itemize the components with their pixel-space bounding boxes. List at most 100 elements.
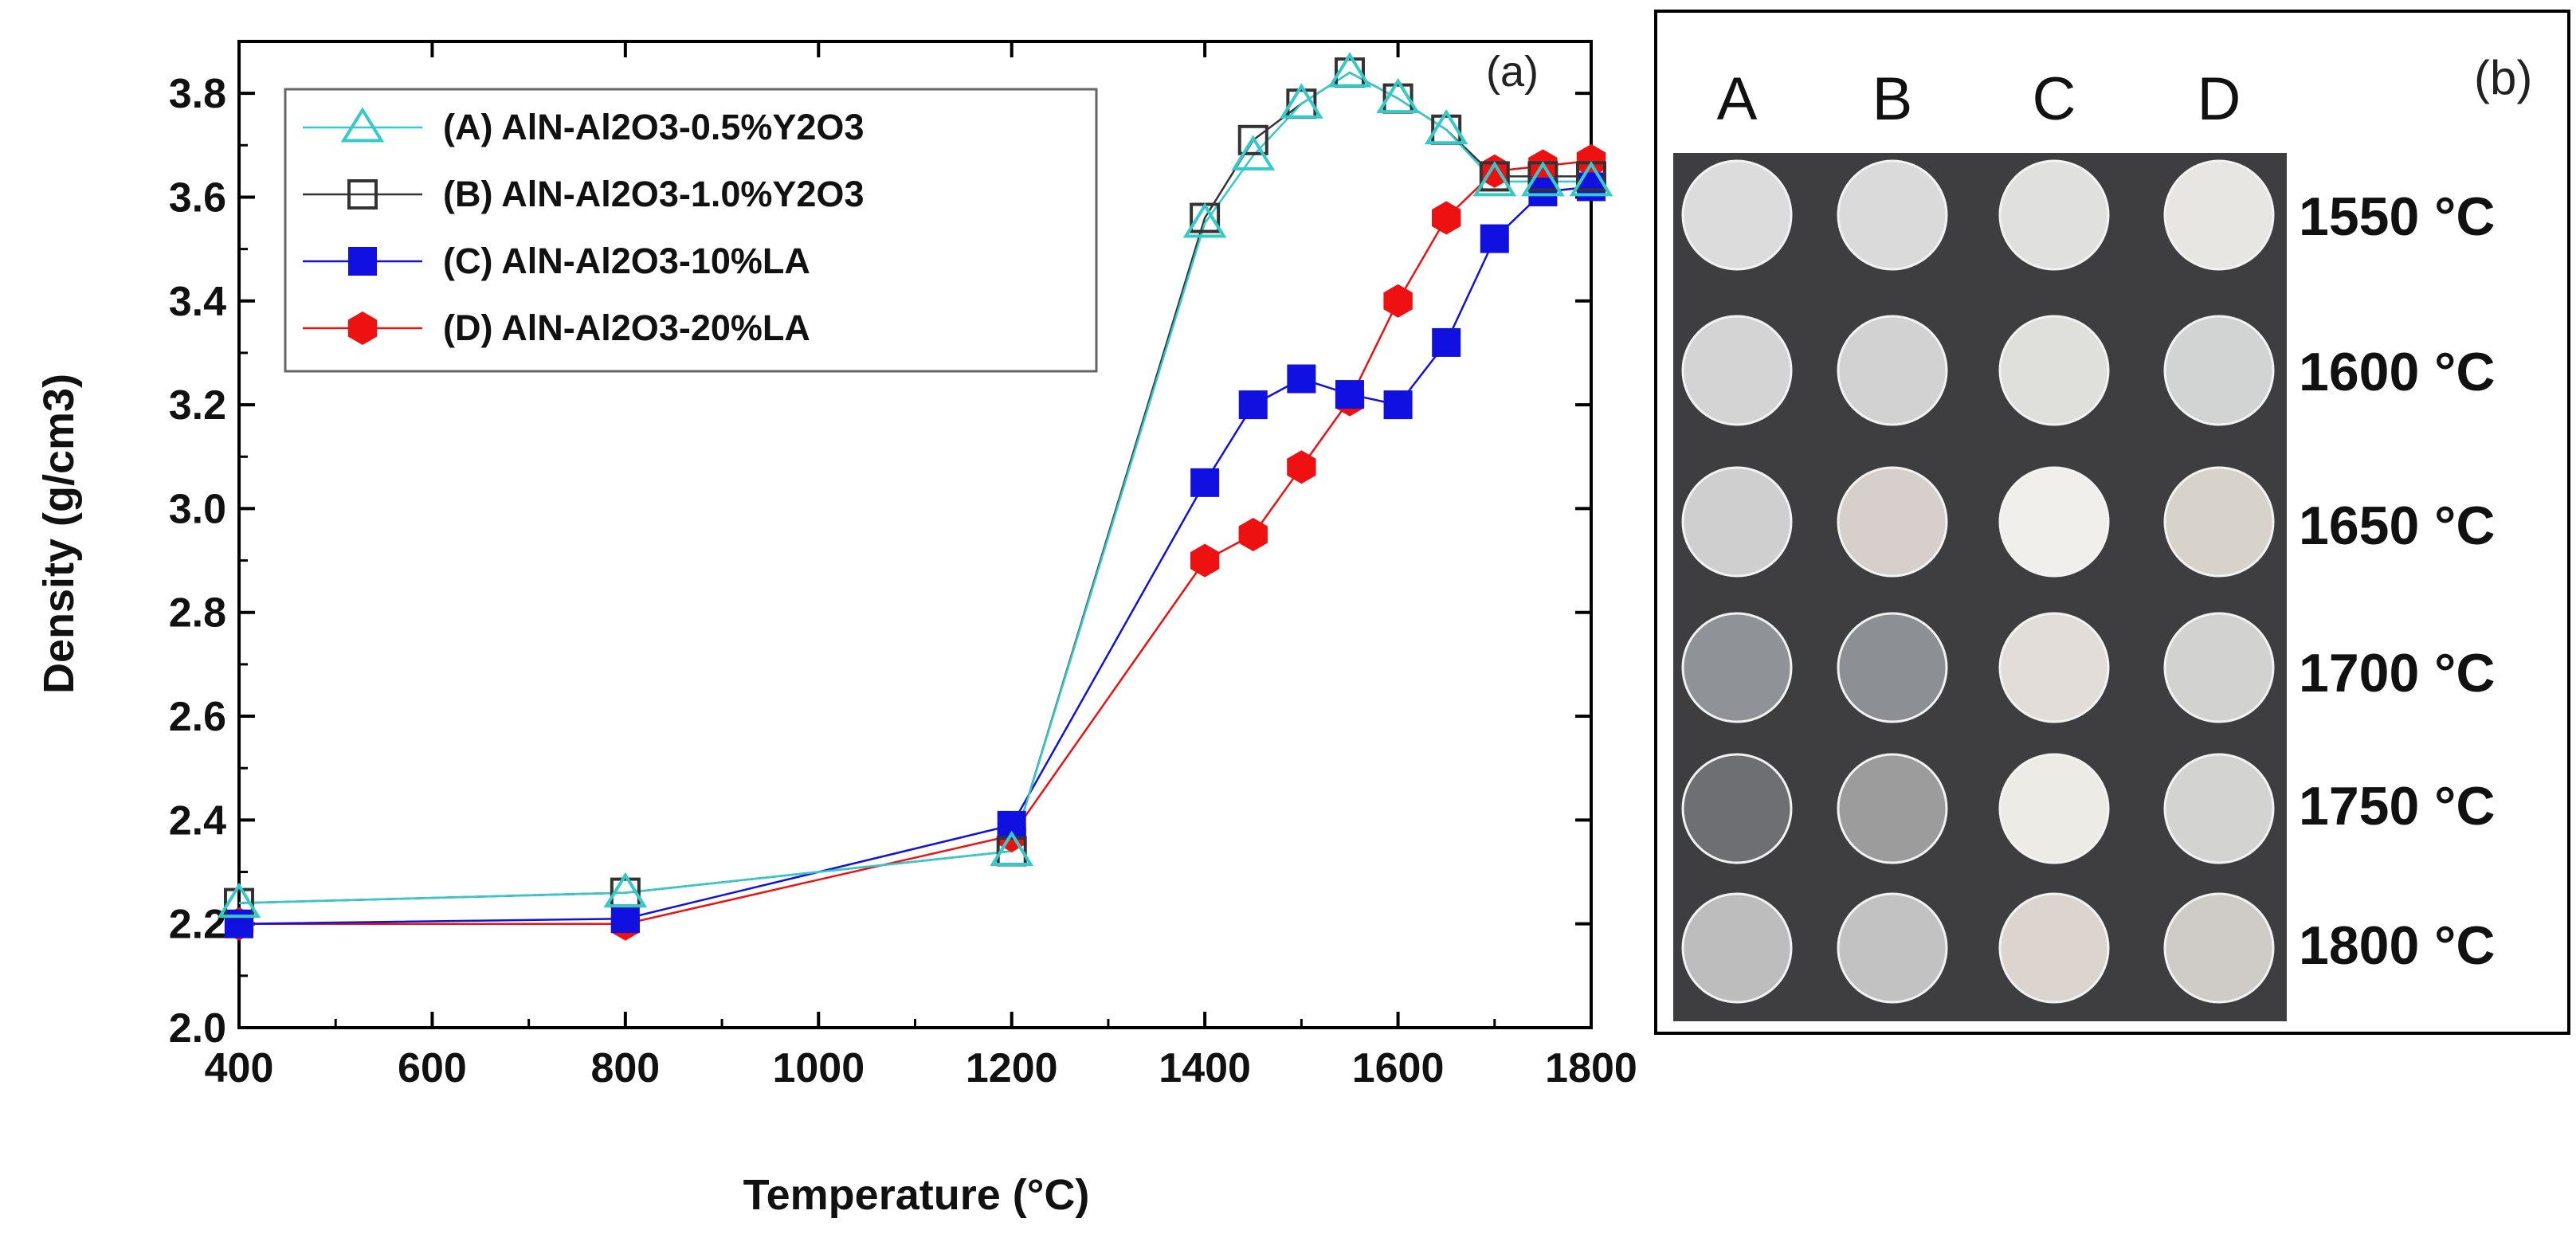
x-tick-label: 1600: [1352, 1045, 1445, 1091]
column-label-b: B: [1872, 65, 1913, 133]
x-tick-label: 600: [398, 1045, 467, 1091]
sample-disk: [1837, 892, 1948, 1004]
y-tick-label: 3.4: [169, 279, 226, 325]
legend: (A) AlN-Al2O3-0.5%Y2O3 (B) AlN-Al2O3-1.0…: [284, 88, 1098, 373]
x-tick-label: 800: [590, 1045, 660, 1091]
data-point: [603, 872, 648, 908]
data-point: [1432, 201, 1461, 235]
data-point: [1231, 135, 1276, 170]
sample-disk: [1998, 753, 2110, 864]
data-point: [217, 882, 261, 919]
data-point: [1190, 468, 1220, 497]
legend-box: [284, 88, 1098, 373]
sample-disk: [1681, 159, 1793, 271]
data-point: [1472, 161, 1517, 197]
panel-label-b: (b): [2474, 51, 2532, 104]
y-tick-label: 3.2: [169, 382, 226, 429]
data-point: [1576, 143, 1606, 178]
y-tick-label: 2.6: [169, 694, 226, 740]
sample-disk: [1837, 466, 1948, 578]
sample-disk: [1681, 466, 1793, 578]
data-point: [1335, 380, 1364, 409]
row-label-1750: 1750 °C: [2299, 776, 2495, 836]
y-tick-label: 2.4: [169, 797, 226, 844]
legend-marker: [347, 179, 378, 210]
row-label-1650: 1650 °C: [2299, 496, 2495, 556]
legend-marker: [348, 247, 377, 276]
y-tick-label: 3.8: [169, 71, 226, 117]
sample-disk: [1998, 159, 2110, 271]
data-point: [1376, 77, 1420, 114]
x-tick-label: 1400: [1159, 1045, 1251, 1091]
sample-disk: [2163, 892, 2275, 1004]
column-label-c: C: [2033, 65, 2076, 133]
data-point: [1521, 161, 1565, 197]
data-point: [1238, 518, 1268, 551]
panel-label-a: (a): [1486, 48, 1539, 96]
sample-disk: [1998, 612, 2110, 723]
sample-disk: [1998, 892, 2110, 1004]
data-point: [1432, 327, 1461, 357]
series-markers: [217, 52, 1613, 941]
legend-symbols: [303, 107, 422, 345]
y-tick-label: 2.8: [169, 590, 226, 637]
data-point: [990, 830, 1034, 866]
sample-disk: [2163, 315, 2275, 426]
row-label-1600: 1600 °C: [2299, 342, 2495, 402]
row-label-1800: 1800 °C: [2299, 915, 2495, 976]
sample-disk: [2163, 753, 2275, 864]
y-tick-label: 2.0: [169, 1005, 226, 1052]
x-tick-label: 1800: [1545, 1045, 1637, 1091]
data-point: [1480, 224, 1509, 253]
x-axis-title: Temperature (°C): [743, 1171, 1090, 1219]
data-point: [1238, 390, 1268, 420]
data-point: [1287, 450, 1316, 484]
sample-disk: [1837, 753, 1948, 864]
row-label-1550: 1550 °C: [2299, 186, 2495, 247]
sample-disk: [1998, 315, 2110, 426]
legend-marker: [347, 311, 378, 345]
data-point: [1383, 390, 1413, 420]
sample-photo-panel: (b) A B C D 1550 °C 1600 °C 1650 °C 1700…: [1654, 10, 2570, 1035]
legend-label-d: (D) AlN-Al2O3-20%LA: [443, 308, 810, 348]
row-label-1700: 1700 °C: [2299, 643, 2495, 703]
data-point: [1327, 52, 1372, 88]
data-point: [610, 904, 640, 934]
data-point: [1287, 364, 1316, 394]
sample-disk: [2163, 612, 2275, 723]
column-label-d: D: [2198, 65, 2241, 133]
data-point: [1190, 543, 1220, 578]
sample-disk: [2163, 159, 2275, 271]
data-point: [1577, 172, 1606, 202]
sample-disk: [2163, 466, 2275, 578]
photo-background: [1673, 153, 2287, 1021]
x-tick-label: 1200: [966, 1045, 1058, 1091]
axis-ticks: 400 600 800 1000 1200 1400 1600 1800 2.0 2.2 2.4 2.…: [169, 41, 1637, 1091]
x-tick-label: 1000: [772, 1045, 865, 1091]
y-tick-label: 3.0: [169, 486, 226, 532]
sample-disk: [1837, 612, 1948, 723]
legend-marker: [340, 107, 385, 143]
sample-disk: [1681, 892, 1793, 1004]
y-axis-title: Density (g/cm3): [35, 374, 83, 694]
sample-disk: [1837, 159, 1948, 271]
y-tick-label: 2.2: [169, 902, 226, 948]
data-point: [1569, 161, 1613, 197]
sample-disks: [1681, 159, 2275, 1004]
x-tick-label: 400: [205, 1045, 274, 1091]
column-label-a: A: [1717, 65, 1758, 133]
data-point: [1182, 202, 1227, 238]
legend-label-b: (B) AlN-Al2O3-1.0%Y2O3: [443, 174, 864, 214]
density-chart: 400 600 800 1000 1200 1400 1600 1800 2.0 2.2 2.4 2.…: [35, 40, 1637, 1219]
sample-disk: [1837, 315, 1948, 426]
y-tick-label: 3.6: [169, 174, 226, 221]
legend-label-c: (C) AlN-Al2O3-10%LA: [443, 241, 810, 281]
sample-disk: [1681, 315, 1793, 426]
data-point: [225, 909, 253, 938]
sample-disk: [1681, 612, 1793, 723]
data-point: [1424, 108, 1468, 145]
data-point: [1237, 124, 1268, 155]
sample-disk: [1998, 466, 2110, 578]
legend-label-a: (A) AlN-Al2O3-0.5%Y2O3: [443, 107, 864, 147]
